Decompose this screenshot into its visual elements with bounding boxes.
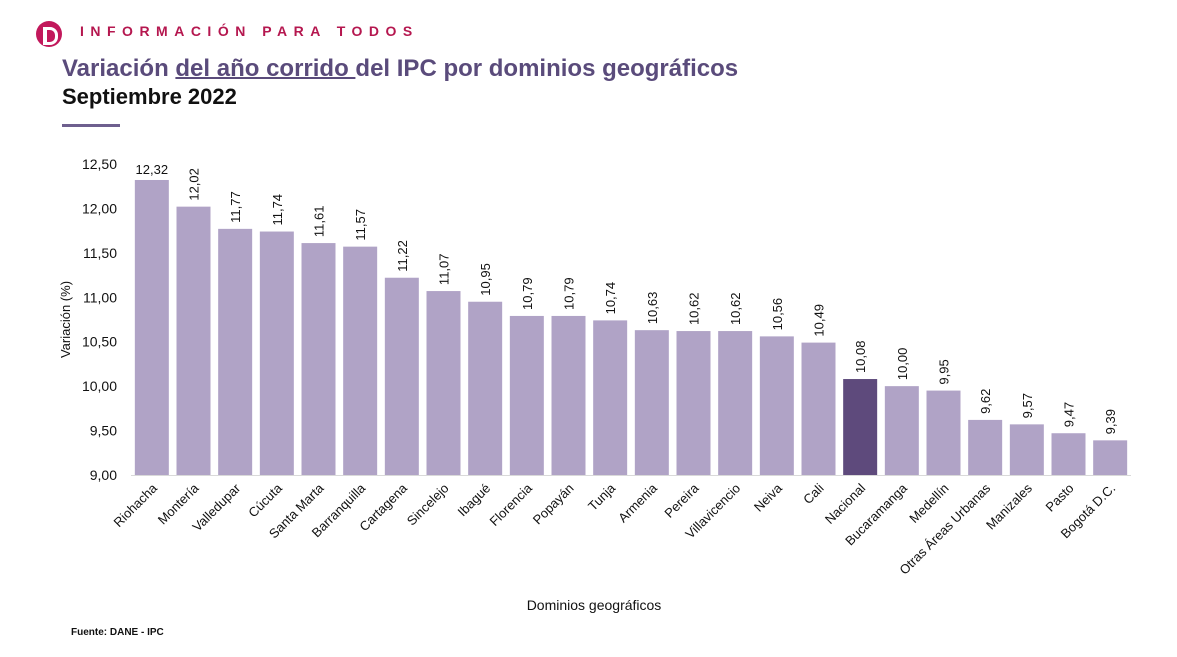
bar — [301, 243, 336, 475]
y-tick-label: 11,00 — [83, 289, 117, 305]
data-label: 10,00 — [895, 348, 910, 381]
x-axis-title: Dominios geográficos — [527, 597, 662, 613]
bar — [676, 331, 711, 475]
bar — [218, 228, 253, 475]
bar — [634, 330, 669, 475]
y-tick-label: 10,00 — [82, 378, 117, 394]
data-label: 12,32 — [136, 162, 169, 177]
data-label: 10,95 — [478, 263, 493, 296]
data-label: 10,62 — [687, 293, 702, 326]
bar — [343, 246, 378, 475]
data-label: 10,62 — [728, 293, 743, 326]
bar — [468, 301, 503, 475]
data-label: 11,57 — [353, 209, 368, 241]
x-tick-label: Cúcuta — [245, 480, 285, 520]
bar — [801, 342, 836, 475]
x-tick-label: Pereira — [661, 480, 702, 521]
bar — [176, 206, 211, 475]
y-tick-label: 12,50 — [82, 156, 117, 172]
chart-title: Variación del año corrido del IPC por do… — [62, 55, 738, 83]
tagline: INFORMACIÓN PARA TODOS — [80, 23, 419, 39]
x-tick-label: Riohacha — [111, 480, 161, 530]
bar — [384, 277, 419, 475]
bar — [134, 179, 169, 475]
bar — [1009, 424, 1044, 475]
x-tick-label: Cali — [800, 480, 827, 507]
bar — [509, 315, 544, 475]
x-tick-label: Armenia — [615, 480, 660, 525]
y-axis-title: Variación (%) — [58, 281, 73, 358]
bar — [426, 291, 461, 475]
x-tick-label: Manizales — [983, 480, 1035, 532]
chart-subtitle: Septiembre 2022 — [62, 84, 237, 109]
source-note: Fuente: DANE - IPC — [71, 627, 164, 638]
data-label: 11,77 — [228, 191, 243, 223]
x-tick-label: Ibagué — [455, 481, 494, 520]
bar — [968, 419, 1003, 475]
data-label: 11,61 — [312, 206, 327, 238]
data-label: 10,49 — [812, 304, 827, 337]
x-tick-label: Pasto — [1043, 481, 1077, 515]
data-label: 9,95 — [937, 359, 952, 384]
y-tick-label: 10,50 — [82, 334, 117, 350]
data-label: 11,22 — [395, 240, 410, 272]
bar — [926, 390, 961, 475]
x-tick-label: Tunja — [585, 480, 619, 514]
title-accent-line — [62, 124, 120, 127]
x-tick-label: Neiva — [751, 480, 786, 515]
x-tick-label: Florencia — [487, 480, 536, 529]
data-label: 9,47 — [1062, 402, 1077, 427]
data-label: 10,56 — [770, 298, 785, 331]
title-underlined: del año corrido — [175, 55, 356, 82]
data-label: 10,74 — [603, 282, 618, 315]
title-part-2: del IPC por dominios geográficos — [355, 55, 739, 82]
bar — [593, 320, 628, 475]
data-label: 12,02 — [187, 168, 202, 201]
data-label: 10,63 — [645, 292, 660, 325]
dane-logo-icon — [36, 21, 62, 47]
bar — [259, 231, 294, 475]
x-tick-label: Sincelejo — [404, 481, 452, 529]
data-label: 10,79 — [520, 277, 535, 310]
bar — [884, 386, 919, 475]
data-label: 9,39 — [1103, 409, 1118, 434]
bar — [551, 315, 586, 475]
title-part-1: Variación — [62, 55, 176, 82]
y-tick-label: 11,50 — [83, 245, 117, 261]
data-label: 9,62 — [978, 389, 993, 414]
bar — [1051, 433, 1086, 475]
y-tick-label: 9,50 — [90, 423, 117, 439]
data-label: 10,08 — [853, 340, 868, 373]
data-label: 11,07 — [437, 253, 452, 285]
bar — [759, 336, 794, 475]
y-tick-label: 12,00 — [82, 200, 117, 216]
bar — [718, 331, 753, 475]
data-label: 11,74 — [270, 194, 285, 226]
x-tick-label: Popayán — [530, 481, 577, 528]
y-tick-label: 9,00 — [90, 467, 117, 483]
data-label: 10,79 — [562, 277, 577, 310]
bar — [843, 379, 878, 475]
data-label: 9,57 — [1020, 393, 1035, 418]
bar — [1093, 440, 1128, 475]
